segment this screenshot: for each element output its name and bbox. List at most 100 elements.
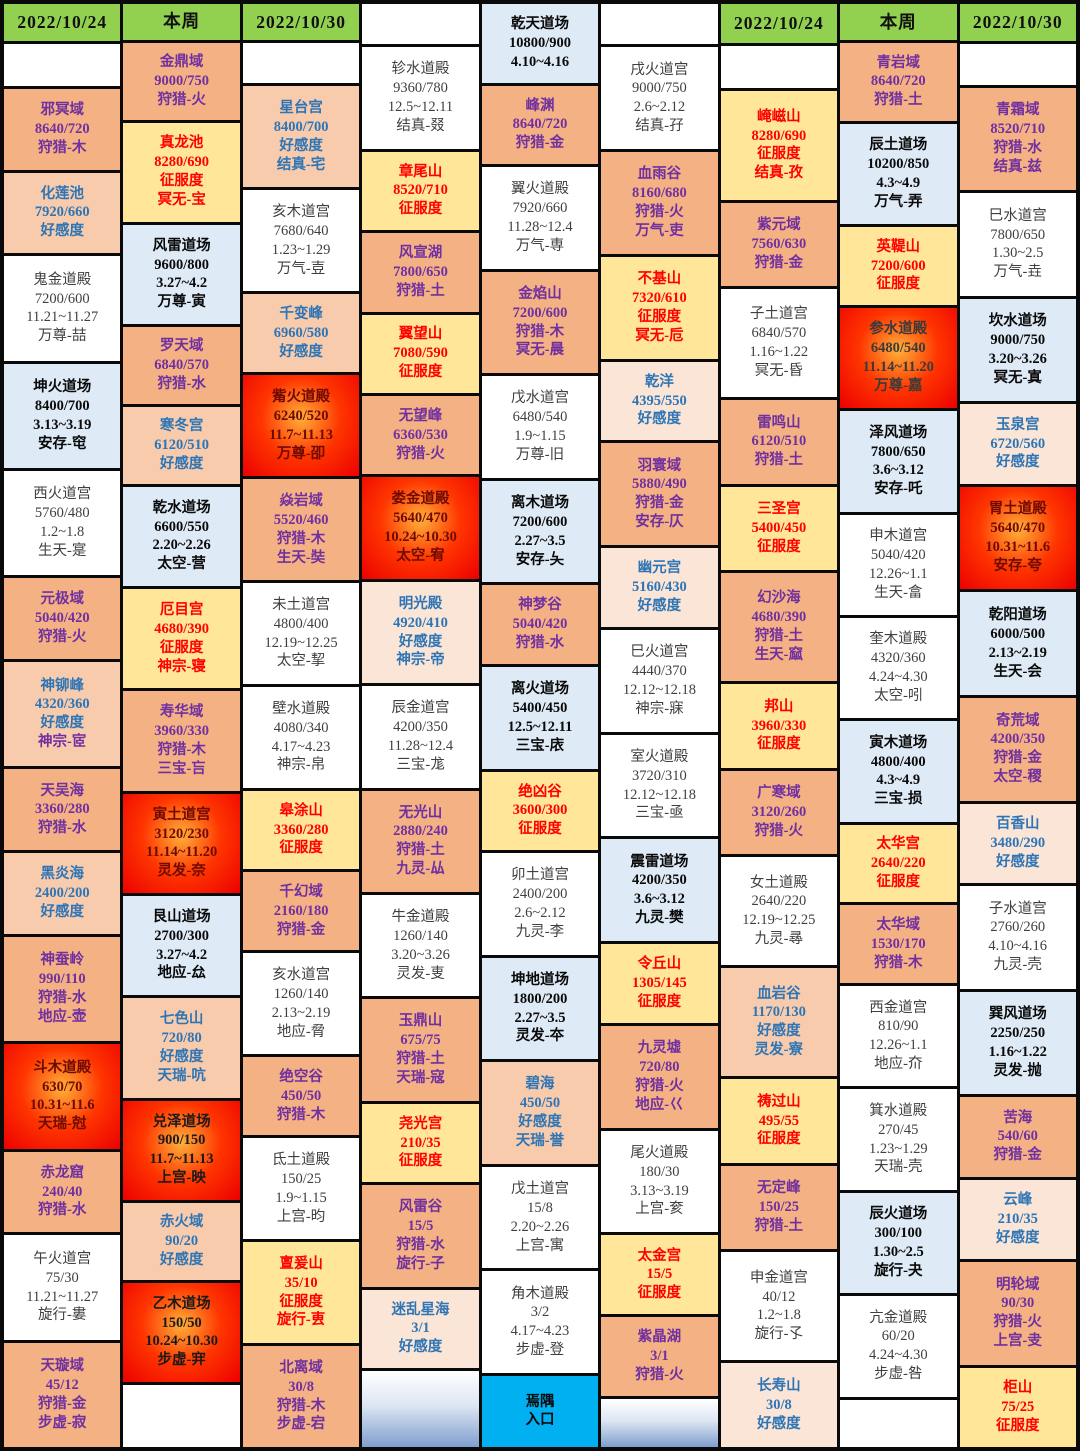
zone-cell: 金鼎域 9000/750 狩猎-火 [123, 42, 240, 120]
cell-text-line: 辰火道场 [869, 1206, 928, 1223]
cell-text-line: 天瑞-尅 [38, 1116, 87, 1133]
cell-text-line: 令丘山 [637, 956, 682, 973]
cell-text-line: 紫晶湖 [637, 1329, 682, 1346]
cell-text-line: 好感度 [159, 1251, 204, 1268]
zone-cell: 巳火道宫 4440/370 12.12~12.18 神宗-寐 [601, 629, 718, 732]
cell-text-line: 罗天域 [159, 338, 204, 355]
zone-cell: 风雷谷 15/5 狩猎-水 旋行-子 [362, 1185, 479, 1287]
cell-text-line: 狩猎-水 [38, 1202, 87, 1219]
cell-text-line: 5640/470 [990, 520, 1046, 537]
cell-text-line: 2.6~2.12 [514, 904, 566, 921]
cell-text-line: 氐土道殿 [272, 1152, 331, 1169]
zone-cell: 亶爰山 35/10 征服度 旋行-叀 [242, 1242, 360, 1344]
zone-cell: 无望峰 6360/530 狩猎-火 [362, 395, 479, 475]
cell-text-line: 万尊-嘉 [874, 377, 923, 394]
cell-text-line: 7920/660 [512, 200, 568, 217]
cell-text-line: 2.20~2.26 [152, 537, 211, 554]
zone-cell: 壁水道殿 4080/340 4.17~4.23 神宗-帛 [242, 687, 360, 789]
cell-text-line: 天瑞-誉 [515, 1132, 565, 1149]
cell-text-line: 旋行-夬 [874, 1262, 923, 1279]
cell-text-line: 3.13~3.19 [630, 1182, 689, 1199]
cell-text-line: 2022/10/24 [17, 12, 108, 33]
cell-text-line: 血雨谷 [637, 166, 682, 183]
cell-text-line: 太空-营 [157, 556, 206, 573]
cell-text-line: 焉隅 [525, 1393, 555, 1410]
cell-text-line: 万尊-卲 [276, 445, 326, 462]
zone-cell: 千幻域 2160/180 狩猎-金 [242, 872, 360, 951]
cell-text-line: 35/10 [284, 1274, 318, 1291]
cell-text-line: 九灵墟 [637, 1040, 682, 1057]
cell-text-line: 7800/650 [990, 226, 1046, 243]
cell-text-line: 1.2~1.8 [756, 1307, 801, 1324]
cell-text-line: 狩猎-水 [38, 820, 87, 837]
cell-text-line: 太空-吲 [874, 687, 923, 704]
zone-cell: 崦嵫山 8280/690 征服度 结真-孜 [720, 91, 838, 200]
zone-cell: 乾阳道场 6000/500 2.13~2.19 生天-会 [959, 592, 1076, 695]
cell-text-line: 675/75 [400, 1032, 441, 1049]
zone-cell: 紫元域 7560/630 狩猎-金 [720, 202, 838, 287]
zone-cell: 苦海 540/60 狩猎-金 [959, 1097, 1076, 1177]
cell-text-line: 7200/600 [34, 290, 90, 307]
cell-text-line: 娄金道殿 [391, 491, 450, 508]
cell-text-line: 15/8 [527, 1199, 553, 1216]
zone-cell: 午火道宫 75/30 11.21~11.27 旋行-婁 [4, 1235, 121, 1340]
cell-text-line: 生天-畣 [874, 584, 923, 601]
cell-text-line: 5880/490 [632, 476, 687, 493]
zone-cell: 风宣湖 7800/650 狩猎-土 [362, 233, 479, 312]
cell-text-line: 参水道殿 [869, 321, 928, 338]
cell-text-line: 风雷谷 [398, 1199, 443, 1216]
zone-cell: 不基山 7320/610 征服度 冥无-卮 [601, 256, 718, 359]
cell-text-line: 壁水道殿 [272, 700, 331, 717]
cell-text-line: 亥木道宫 [272, 204, 331, 221]
cell-text-line: 尧光宫 [398, 1115, 443, 1132]
cell-text-line: 绝空谷 [279, 1068, 323, 1085]
cell-text-line: 9600/800 [154, 256, 210, 273]
cell-text-line: 皋涂山 [279, 802, 323, 819]
cell-text-line: 4.10~4.16 [988, 938, 1048, 955]
cell-text-line: 旋行-叀 [276, 1312, 326, 1329]
cell-text-line: 冥无-昏 [754, 362, 804, 379]
cell-text-line: 90/30 [1001, 1295, 1035, 1312]
cell-text-line: 寅木道场 [869, 734, 928, 751]
cell-text-line: 神宗-寐 [635, 700, 684, 717]
zone-cell: 英鞮山 7200/600 征服度 [840, 227, 957, 305]
zone-cell: 赤龙窟 240/40 狩猎-水 [4, 1151, 121, 1233]
cell-text-line: 6840/570 [154, 357, 210, 374]
cell-text-line: 冥无-卮 [635, 327, 684, 344]
cell-text-line: 10200/850 [867, 156, 930, 173]
cell-text-line: 狩猎-土 [754, 452, 804, 469]
cell-text-line: 无定峰 [757, 1180, 801, 1197]
cell-text-line: 4320/360 [34, 696, 90, 713]
cell-text-line: 狩猎-火 [635, 1077, 684, 1094]
cell-text-line: 旋行-孓 [754, 1326, 804, 1343]
zone-cell: 玉鼎山 675/75 狩猎-土 天瑞-寇 [362, 999, 479, 1101]
cell-text-line: 720/80 [639, 1058, 680, 1075]
zone-cell: 寿华域 3960/330 狩猎-木 三宝-吂 [123, 691, 240, 791]
zone-cell: 雷鸣山 6120/510 狩猎-土 [720, 400, 838, 484]
cell-text-line: 300/100 [874, 1225, 923, 1242]
cell-text-line: 1.30~2.5 [992, 245, 1044, 262]
cell-text-line: 好感度 [398, 633, 443, 650]
cell-text-line: 12.26~1.1 [868, 1037, 928, 1054]
empty-cell [123, 1385, 240, 1447]
cell-text-line: 1.2~1.8 [40, 524, 85, 541]
cell-text-line: 9000/750 [154, 72, 210, 89]
cell-text-line: 征服度 [995, 1417, 1040, 1434]
cell-text-line: 万尊-喆 [38, 328, 87, 345]
grid-column: 轸水道殿 9360/780 12.5~12.11 结真-叕 章尾山 8520/710 征服度… [362, 4, 479, 1447]
cell-text-line: 狩猎-火 [993, 1314, 1042, 1331]
cell-text-line: 4440/370 [632, 662, 687, 679]
zone-cell: 乾天道场 10800/900 4.10~4.16 [481, 4, 599, 83]
cell-text-line: 狩猎-水 [396, 1236, 445, 1253]
cell-text-line: 邦山 [764, 698, 794, 715]
zone-cell: 血雨谷 8160/680 狩猎-火 万气-吏 [601, 152, 718, 254]
cell-text-line: 8400/700 [273, 118, 329, 135]
zone-cell: 坤火道场 8400/700 3.13~3.19 安存-窀 [4, 363, 121, 468]
date-header-cell: 2022/10/24 [720, 4, 838, 43]
zone-cell: 翼火道殿 7920/660 11.28~12.4 万气-専 [481, 167, 599, 269]
cell-text-line: 步虚-宑 [157, 1352, 206, 1369]
cell-text-line: 血岩谷 [757, 985, 801, 1002]
cell-text-line: 安存-吒 [874, 481, 923, 498]
cell-text-line: 天吴海 [40, 782, 84, 799]
